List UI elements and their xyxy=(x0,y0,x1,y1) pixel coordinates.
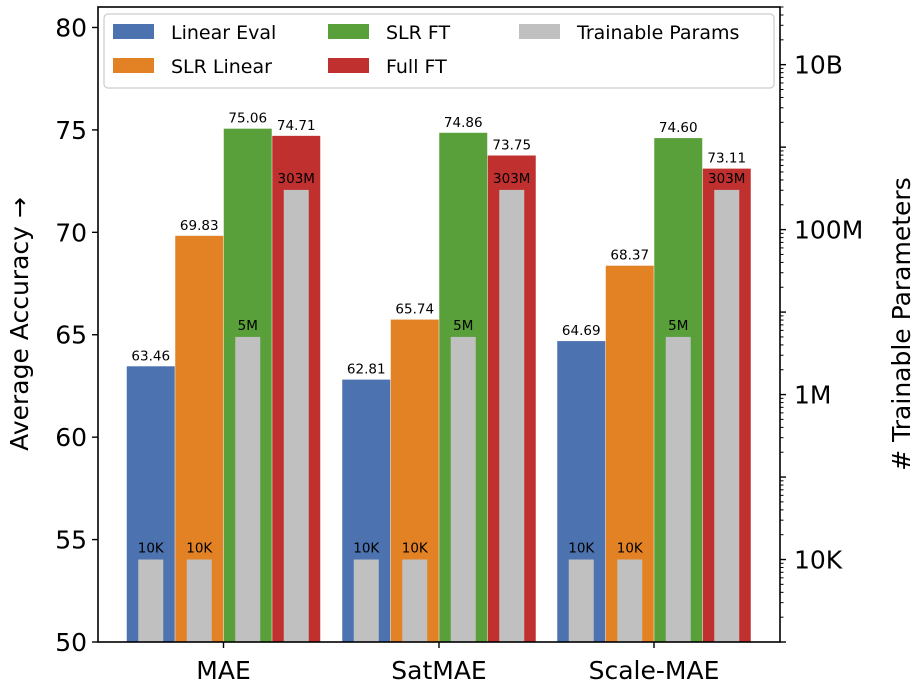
legend-label-slr-ft: SLR FT xyxy=(386,22,450,44)
params-bar-slr-linear-scale-mae xyxy=(617,559,643,642)
params-bar-linear-eval-mae xyxy=(138,559,164,642)
legend-label-slr-linear: SLR Linear xyxy=(171,56,272,78)
y-tick-label: 65 xyxy=(55,321,87,350)
params-bar-full-ft-scale-mae xyxy=(714,189,740,642)
value-label: 69.83 xyxy=(180,218,219,234)
value-label: 74.71 xyxy=(277,118,316,134)
bars-layer xyxy=(126,128,751,643)
params-label: 10K xyxy=(402,541,429,557)
value-label: 64.69 xyxy=(562,323,601,339)
params-label: 10K xyxy=(568,541,595,557)
params-bar-slr-ft-mae xyxy=(235,336,261,642)
params-label: 5M xyxy=(453,318,473,334)
params-bar-full-ft-mae xyxy=(283,189,309,642)
legend-swatch-slr-ft xyxy=(328,24,369,39)
x-tick-label: Scale-MAE xyxy=(589,656,720,685)
y2-tick-label: 1M xyxy=(794,381,831,410)
y2-tick-label: 10B xyxy=(794,51,843,80)
y2-tick-label: 10K xyxy=(794,546,843,575)
y-tick-label: 75 xyxy=(55,116,87,145)
y-tick-label: 60 xyxy=(55,423,87,452)
params-bar-linear-eval-satmae xyxy=(353,559,379,642)
value-label: 73.11 xyxy=(707,151,746,167)
x-tick-label: SatMAE xyxy=(391,656,486,685)
value-label: 68.37 xyxy=(610,248,649,264)
y2-tick-label: 100M xyxy=(794,216,863,245)
legend-swatch-slr-linear xyxy=(113,58,154,73)
params-bar-slr-linear-mae xyxy=(186,559,212,642)
y-axis-right: 10K 1M 100M 10B xyxy=(780,6,863,643)
params-bar-slr-linear-satmae xyxy=(402,559,428,642)
params-bar-full-ft-satmae xyxy=(499,189,525,642)
y-axis-title: Average Accuracy → xyxy=(5,197,34,451)
x-axis: MAE SatMAE Scale-MAE xyxy=(196,642,719,685)
params-label: 10K xyxy=(138,541,165,557)
params-label: 303M xyxy=(278,171,315,187)
value-label: 63.46 xyxy=(131,348,170,364)
y-tick-label: 50 xyxy=(55,628,87,657)
params-label: 10K xyxy=(617,541,644,557)
params-label: 303M xyxy=(493,171,530,187)
params-label: 5M xyxy=(668,318,688,334)
params-label: 303M xyxy=(708,171,745,187)
value-label: 74.86 xyxy=(444,115,483,131)
value-label: 62.81 xyxy=(347,362,386,378)
legend-label-full-ft: Full FT xyxy=(386,56,447,78)
params-bar-linear-eval-scale-mae xyxy=(568,559,594,642)
params-label: 5M xyxy=(238,318,258,334)
value-label: 73.75 xyxy=(492,138,531,154)
value-labels-layer: 63.46 10K 69.83 10K 75.06 5M 74.71 303M 62.81 10K… xyxy=(131,111,746,557)
legend-swatch-full-ft xyxy=(328,58,369,73)
y-tick-label: 70 xyxy=(55,218,87,247)
value-label: 74.60 xyxy=(659,120,698,136)
y2-axis-title: # Trainable Parameters xyxy=(887,177,916,470)
params-bar-slr-ft-scale-mae xyxy=(665,336,691,642)
x-tick-label: MAE xyxy=(196,656,250,685)
y-tick-label: 55 xyxy=(55,526,87,555)
y-axis-left: 50 55 60 65 70 75 80 xyxy=(55,13,98,657)
legend-label-linear-eval: Linear Eval xyxy=(171,22,276,44)
legend-frame xyxy=(103,13,775,89)
params-label: 10K xyxy=(186,541,213,557)
legend-label-trainable-params: Trainable Params xyxy=(576,22,739,44)
params-label: 10K xyxy=(353,541,380,557)
legend-swatch-linear-eval xyxy=(113,24,154,39)
legend-swatch-trainable-params xyxy=(519,24,560,39)
legend: Linear Eval SLR Linear SLR FT Full FT Traina… xyxy=(103,13,775,89)
y-tick-label: 80 xyxy=(55,13,87,42)
value-label: 75.06 xyxy=(228,111,267,127)
params-bar-slr-ft-satmae xyxy=(450,336,476,642)
value-label: 65.74 xyxy=(395,302,434,318)
